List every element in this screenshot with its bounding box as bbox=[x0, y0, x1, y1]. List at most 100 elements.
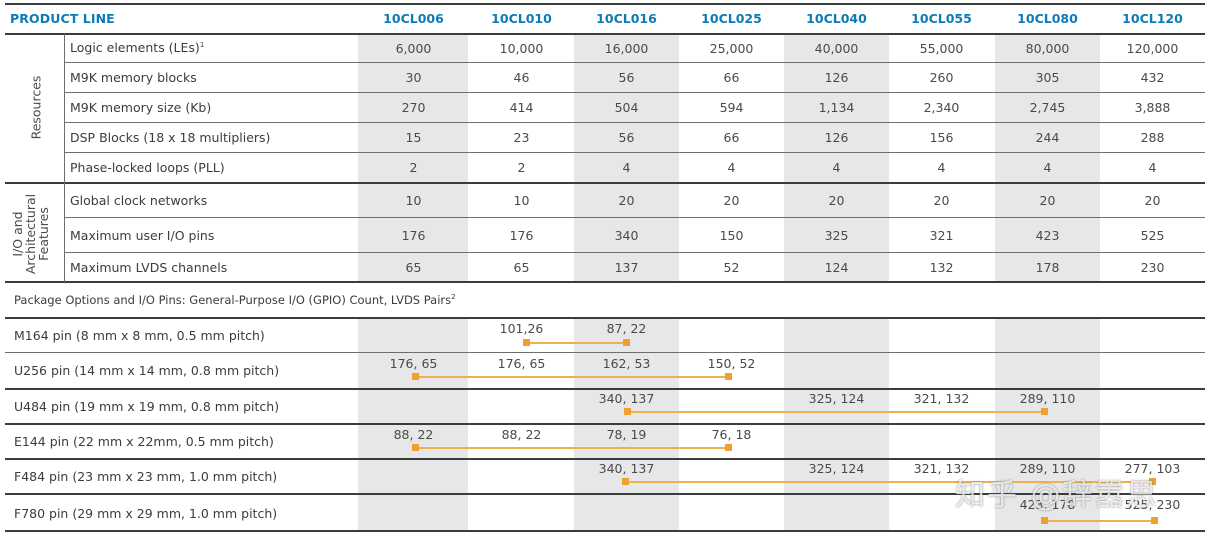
migration-line bbox=[415, 447, 728, 449]
package-value: 176, 65 bbox=[389, 356, 438, 371]
package-value: 88, 22 bbox=[393, 427, 434, 442]
cell: 325 bbox=[824, 228, 849, 243]
package-value: 325, 124 bbox=[808, 461, 865, 476]
package-value: 340, 137 bbox=[598, 461, 655, 476]
cell: 25,000 bbox=[709, 41, 754, 56]
migration-endpoint-marker bbox=[725, 373, 732, 380]
cell: 414 bbox=[509, 100, 534, 115]
cell: 4 bbox=[727, 160, 736, 175]
cell: 40,000 bbox=[814, 41, 859, 56]
cell: 4 bbox=[832, 160, 841, 175]
column-header-10cl010: 10CL010 bbox=[491, 11, 552, 26]
package-label: U256 pin (14 mm x 14 mm, 0.8 mm pitch) bbox=[14, 363, 280, 378]
top-rule bbox=[5, 3, 1205, 5]
cell: 66 bbox=[723, 70, 740, 85]
cell: 65 bbox=[513, 260, 530, 275]
package-value: 321, 132 bbox=[913, 461, 970, 476]
cell: 55,000 bbox=[919, 41, 964, 56]
cell: 525 bbox=[1140, 228, 1165, 243]
group-label-io-architectural: I/O and Architectural Features bbox=[10, 189, 55, 279]
migration-line bbox=[1044, 520, 1154, 522]
column-header-10cl120: 10CL120 bbox=[1122, 11, 1183, 26]
cell: 504 bbox=[614, 100, 639, 115]
cell: 20 bbox=[618, 193, 635, 208]
cell: 288 bbox=[1140, 130, 1165, 145]
migration-endpoint-marker bbox=[523, 339, 530, 346]
cell: 178 bbox=[1035, 260, 1060, 275]
migration-endpoint-marker bbox=[412, 373, 419, 380]
package-label: U484 pin (19 mm x 19 mm, 0.8 mm pitch) bbox=[14, 399, 280, 414]
package-label: M164 pin (8 mm x 8 mm, 0.5 mm pitch) bbox=[14, 328, 265, 343]
package-value: 321, 132 bbox=[913, 391, 970, 406]
package-value: 277, 103 bbox=[1124, 461, 1181, 476]
cell: 30 bbox=[405, 70, 422, 85]
column-header-10cl006: 10CL006 bbox=[383, 11, 444, 26]
cell: 20 bbox=[828, 193, 845, 208]
cell: 56 bbox=[618, 130, 635, 145]
migration-endpoint-marker bbox=[624, 408, 631, 415]
migration-line bbox=[625, 481, 1152, 483]
cell: 16,000 bbox=[604, 41, 649, 56]
cell: 10,000 bbox=[499, 41, 544, 56]
group-label-resources: Resources bbox=[28, 75, 44, 140]
cell: 126 bbox=[824, 70, 849, 85]
cell: 2,340 bbox=[923, 100, 960, 115]
watermark: 知乎 @辞嚣思 bbox=[955, 478, 1159, 513]
row-label: DSP Blocks (18 x 18 multipliers) bbox=[70, 130, 271, 145]
cell: 594 bbox=[719, 100, 744, 115]
pkg-row-divider bbox=[5, 458, 1205, 460]
cell: 46 bbox=[513, 70, 530, 85]
footnote-marker: 1 bbox=[199, 40, 205, 49]
cell: 20 bbox=[1144, 193, 1161, 208]
cell: 3,888 bbox=[1134, 100, 1171, 115]
cell: 432 bbox=[1140, 70, 1165, 85]
package-label: F780 pin (29 mm x 29 mm, 1.0 mm pitch) bbox=[14, 506, 278, 521]
row-divider bbox=[65, 122, 1205, 123]
cell: 137 bbox=[614, 260, 639, 275]
row-divider bbox=[65, 62, 1205, 63]
package-value: 340, 137 bbox=[598, 391, 655, 406]
migration-endpoint-marker bbox=[1041, 517, 1048, 524]
cell: 2,745 bbox=[1029, 100, 1066, 115]
migration-endpoint-marker bbox=[622, 478, 629, 485]
cell: 6,000 bbox=[395, 41, 432, 56]
migration-endpoint-marker bbox=[1149, 478, 1156, 485]
package-value: 289, 110 bbox=[1019, 461, 1076, 476]
package-section-title: Package Options and I/O Pins: General-Pu… bbox=[14, 293, 456, 307]
package-label: E144 pin (22 mm x 22mm, 0.5 mm pitch) bbox=[14, 434, 274, 449]
migration-endpoint-marker bbox=[1151, 517, 1158, 524]
cell: 52 bbox=[723, 260, 740, 275]
cell: 10 bbox=[405, 193, 422, 208]
column-stripe-10cl040 bbox=[784, 34, 889, 282]
package-value: 87, 22 bbox=[606, 321, 647, 336]
migration-endpoint-marker bbox=[412, 444, 419, 451]
header-rule bbox=[5, 33, 1205, 35]
product-line-header: PRODUCT LINE bbox=[10, 11, 115, 26]
cell: 4 bbox=[937, 160, 946, 175]
group-divider bbox=[5, 182, 1205, 184]
package-value: 101,26 bbox=[499, 321, 544, 336]
migration-line bbox=[627, 411, 1044, 413]
package-label: F484 pin (23 mm x 23 mm, 1.0 mm pitch) bbox=[14, 469, 278, 484]
cell: 4 bbox=[1148, 160, 1157, 175]
cell: 124 bbox=[824, 260, 849, 275]
cell: 260 bbox=[929, 70, 954, 85]
cell: 156 bbox=[929, 130, 954, 145]
cell: 10 bbox=[513, 193, 530, 208]
row-label: Maximum user I/O pins bbox=[70, 228, 215, 243]
column-header-10cl055: 10CL055 bbox=[911, 11, 972, 26]
column-stripe-10cl016 bbox=[574, 34, 679, 282]
cell: 1,134 bbox=[818, 100, 855, 115]
cell: 56 bbox=[618, 70, 635, 85]
footnote-marker: 2 bbox=[451, 293, 456, 302]
column-header-10cl040: 10CL040 bbox=[806, 11, 867, 26]
cell: 321 bbox=[929, 228, 954, 243]
package-value: 76, 18 bbox=[711, 427, 752, 442]
cell: 4 bbox=[1043, 160, 1052, 175]
group-label-line: Features bbox=[36, 207, 51, 261]
package-value: 423, 178 bbox=[1019, 497, 1076, 512]
package-value: 289, 110 bbox=[1019, 391, 1076, 406]
cell: 65 bbox=[405, 260, 422, 275]
cell: 270 bbox=[401, 100, 426, 115]
column-header-10cl080: 10CL080 bbox=[1017, 11, 1078, 26]
